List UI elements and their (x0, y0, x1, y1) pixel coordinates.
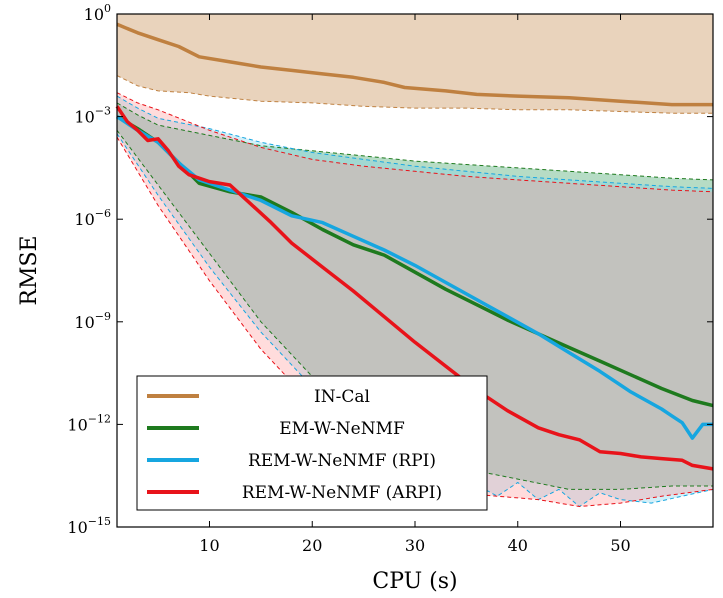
legend-entry-label: REM-W-NeNMF (RPI) (248, 451, 436, 471)
band-lower-edge-2 (116, 133, 714, 508)
y-tick-label: 10−12 (67, 412, 111, 434)
x-tick-label: 20 (302, 536, 322, 555)
y-axis-ticks: 100 10−3 10−6 10−9 10−12 10−15 (67, 2, 713, 537)
y-tick-label: 10−9 (74, 310, 111, 332)
band-3 (117, 92, 713, 507)
series-line-0 (116, 22, 713, 107)
x-tick-label: 30 (405, 536, 425, 555)
y-axis-label: RMSE (17, 235, 42, 305)
legend-box (136, 375, 488, 511)
y-tick-label: 100 (84, 2, 111, 24)
band-0 (117, 14, 713, 114)
x-axis-label: CPU (s) (372, 569, 457, 594)
x-axis-ticks: 10 20 30 40 50 (199, 14, 631, 555)
legend-entry-label: EM-W-NeNMF (279, 419, 405, 439)
median-lines (115, 22, 714, 471)
x-tick-label: 40 (508, 536, 528, 555)
y-tick-label: 10−15 (67, 515, 111, 537)
legend: IN-Cal EM-W-NeNMF REM-W-NeNMF (RPI) REM-W-N… (136, 375, 488, 511)
band-lower-edge-0 (116, 75, 713, 114)
band-upper-edge-2 (116, 95, 714, 189)
y-tick-label: 10−3 (74, 105, 111, 127)
series-line-3 (115, 105, 714, 471)
band-upper-edge-3 (116, 92, 714, 193)
x-tick-label: 10 (199, 536, 219, 555)
y-tick-label: 10−6 (74, 207, 111, 229)
x-tick-label: 50 (610, 536, 630, 555)
legend-entry-label: IN-Cal (314, 387, 370, 407)
legend-entry-label: REM-W-NeNMF (ARPI) (242, 483, 442, 503)
band-upper-edge-1 (116, 102, 714, 181)
band-lower-edge-1 (116, 129, 713, 490)
